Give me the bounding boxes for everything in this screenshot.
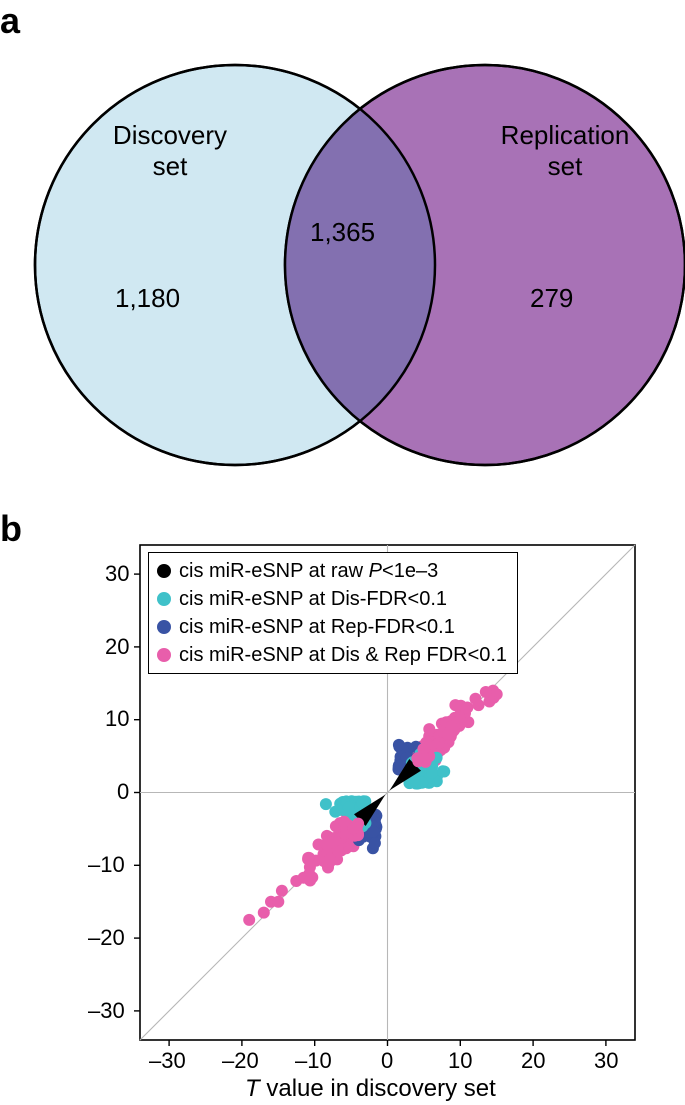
venn-right-label-text: Replicationset xyxy=(501,120,630,181)
legend-marker-icon xyxy=(157,592,171,606)
legend-marker-icon xyxy=(157,648,171,662)
figure-container: a Discoveryset Replicationset 1,365 1,18… xyxy=(0,0,685,1102)
legend-item: cis miR-eSNP at raw P<1e–3 xyxy=(157,557,507,585)
venn-intersection-count: 1,365 xyxy=(310,217,375,248)
legend-text: cis miR-eSNP at Dis-FDR<0.1 xyxy=(179,585,447,613)
panel-b-label: b xyxy=(0,508,22,550)
ytick: 20 xyxy=(105,634,129,660)
xtick: 20 xyxy=(521,1048,545,1074)
xtick: 0 xyxy=(381,1048,393,1074)
xtick: 10 xyxy=(448,1048,472,1074)
ytick: –20 xyxy=(88,925,125,951)
scatter-plot: –30 –20 –10 0 10 20 30 –30 –20 –10 0 10 … xyxy=(70,540,650,1100)
ytick: –30 xyxy=(88,998,125,1024)
venn-right-count: 279 xyxy=(530,283,573,314)
legend-text: cis miR-eSNP at Rep-FDR<0.1 xyxy=(179,613,455,641)
xtick: –10 xyxy=(295,1048,332,1074)
venn-right-label: Replicationset xyxy=(470,120,660,182)
venn-left-count: 1,180 xyxy=(115,283,180,314)
legend-text: cis miR-eSNP at Dis & Rep FDR<0.1 xyxy=(179,641,507,669)
xtick: –20 xyxy=(222,1048,259,1074)
venn-left-label: Discoveryset xyxy=(85,120,255,182)
ytick: –10 xyxy=(88,852,125,878)
legend-marker-icon xyxy=(157,564,171,578)
legend-item: cis miR-eSNP at Dis & Rep FDR<0.1 xyxy=(157,641,507,669)
legend-item: cis miR-eSNP at Rep-FDR<0.1 xyxy=(157,613,507,641)
xtick: 30 xyxy=(594,1048,618,1074)
legend-item: cis miR-eSNP at Dis-FDR<0.1 xyxy=(157,585,507,613)
legend-text: cis miR-eSNP at raw P<1e–3 xyxy=(179,557,438,585)
xtick: –30 xyxy=(149,1048,186,1074)
ytick: 0 xyxy=(117,779,129,805)
x-axis-label: T value in discovery set xyxy=(245,1075,496,1103)
venn-left-label-text: Discoveryset xyxy=(113,120,227,181)
legend-marker-icon xyxy=(157,620,171,634)
ytick: 30 xyxy=(105,561,129,587)
ytick: 10 xyxy=(105,706,129,732)
legend: cis miR-eSNP at raw P<1e–3 cis miR-eSNP … xyxy=(148,552,518,674)
